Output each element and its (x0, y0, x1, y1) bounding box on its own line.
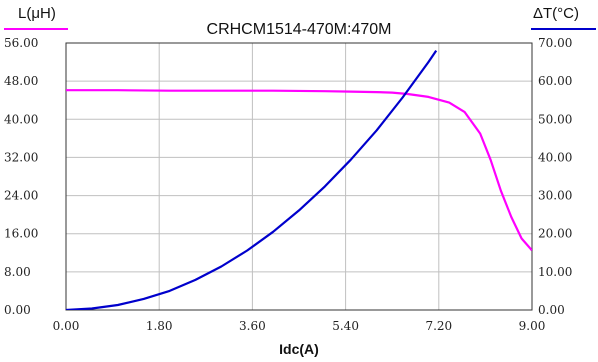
plot-frame (65, 42, 533, 311)
x-tick-label: 0.00 (53, 319, 80, 333)
x-tick-label: 3.60 (239, 319, 266, 333)
y-left-tick-label: 56.00 (4, 36, 38, 50)
y-left-axis-label: L(μH) (18, 5, 56, 22)
y-right-tick-label: 30.00 (538, 189, 572, 203)
temperature-rise-line (66, 49, 438, 310)
y-right-axis-label: ΔT(°C) (533, 5, 579, 22)
series-lines (66, 49, 532, 310)
y-left-tick-labels: 0.00 8.00 16.00 24.00 32.00 40.00 48.00 56.00 (4, 36, 38, 317)
y-left-tick-label: 16.00 (4, 227, 38, 241)
x-tick-label: 7.20 (425, 319, 452, 333)
y-right-tick-label: 70.00 (538, 36, 572, 50)
y-right-tick-label: 60.00 (538, 74, 572, 88)
y-right-tick-labels: 0.00 10.00 20.00 30.00 40.00 50.00 60.00 70.00 (538, 36, 572, 317)
x-tick-label: 5.40 (332, 319, 359, 333)
x-tick-label: 9.00 (519, 319, 546, 333)
inductance-line (66, 89, 532, 252)
y-right-tick-label: 40.00 (538, 150, 572, 164)
x-axis-label: Idc(A) (279, 341, 319, 357)
y-left-tick-label: 0.00 (4, 303, 31, 317)
chart-title: CRHCM1514-470M:470M (207, 21, 392, 38)
y-right-tick-label: 10.00 (538, 265, 572, 279)
x-tick-label: 1.80 (146, 319, 173, 333)
y-left-tick-label: 32.00 (4, 150, 38, 164)
y-left-tick-label: 24.00 (4, 189, 38, 203)
y-left-tick-label: 48.00 (4, 74, 38, 88)
y-left-tick-label: 40.00 (4, 112, 38, 126)
grid (66, 43, 532, 310)
y-left-tick-label: 8.00 (4, 265, 31, 279)
x-tick-labels: 0.00 1.80 3.60 5.40 7.20 9.00 (53, 319, 546, 333)
y-right-tick-label: 20.00 (538, 227, 572, 241)
y-right-tick-label: 50.00 (538, 112, 572, 126)
y-right-tick-label: 0.00 (538, 303, 565, 317)
